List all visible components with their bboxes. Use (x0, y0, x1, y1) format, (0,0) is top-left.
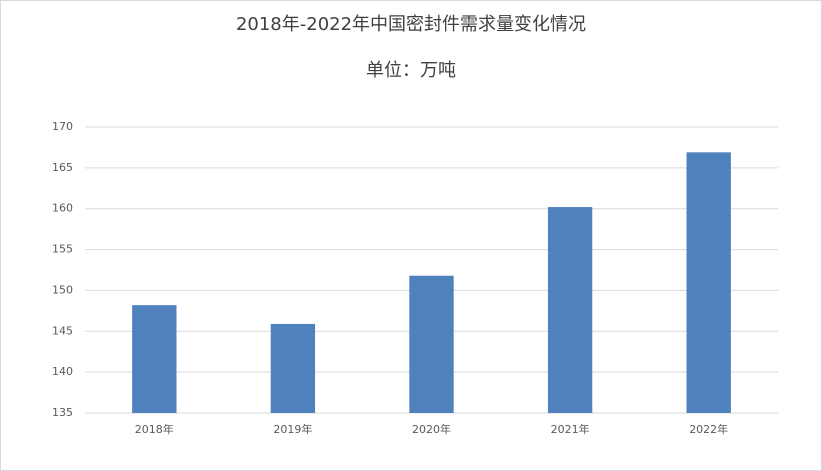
x-tick-label: 2019年 (273, 422, 312, 436)
x-tick-label: 2018年 (135, 422, 174, 436)
y-tick-label: 155 (52, 243, 73, 256)
bar (270, 323, 316, 413)
chart-subtitle: 单位：万吨 (366, 60, 456, 81)
y-tick-label: 170 (52, 120, 73, 133)
bar (132, 305, 177, 413)
bar (409, 275, 454, 413)
x-tick-label: 2022年 (689, 422, 728, 436)
y-tick-label: 140 (52, 365, 73, 378)
y-tick-label: 145 (52, 324, 73, 337)
bar (547, 207, 593, 413)
bar (686, 152, 731, 413)
y-tick-label: 135 (52, 406, 73, 419)
x-tick-label: 2021年 (551, 422, 590, 436)
y-tick-label: 150 (52, 283, 73, 296)
x-tick-label: 2020年 (412, 422, 451, 436)
chart-title: 2018年-2022年中国密封件需求量变化情况 (236, 14, 586, 35)
y-tick-label: 165 (52, 161, 73, 174)
y-tick-label: 160 (52, 202, 73, 215)
